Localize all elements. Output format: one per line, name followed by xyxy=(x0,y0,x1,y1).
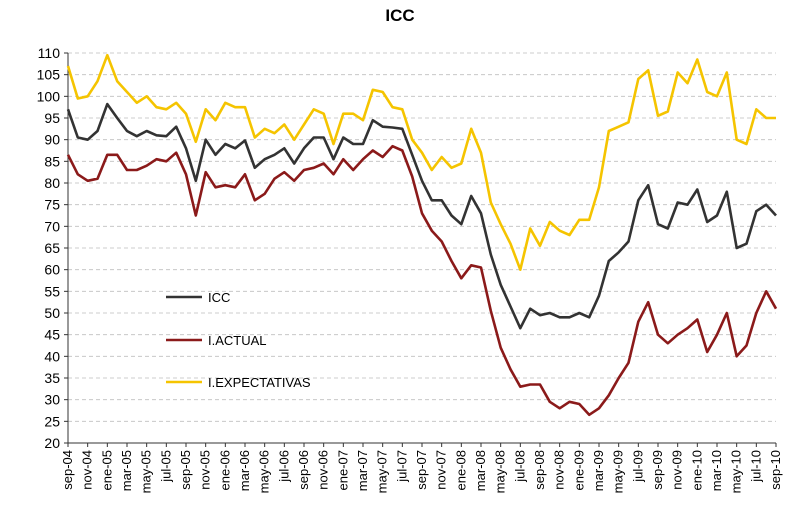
y-tick-label: 25 xyxy=(44,413,60,429)
x-tick-label: sep-04 xyxy=(60,450,75,490)
x-tick-label: may-10 xyxy=(729,450,744,493)
x-tick-label: sep-08 xyxy=(532,450,547,490)
x-tick-label: mar-10 xyxy=(709,450,724,491)
x-tick-label: sep-07 xyxy=(414,450,429,490)
x-tick-label: jul-07 xyxy=(394,450,409,483)
x-tick-label: sep-05 xyxy=(178,450,193,490)
y-tick-label: 75 xyxy=(44,197,60,213)
x-tick-label: may-07 xyxy=(375,450,390,493)
x-tick-label: mar-05 xyxy=(119,450,134,491)
x-tick-label: ene-10 xyxy=(689,450,704,490)
y-tick-label: 65 xyxy=(44,240,60,256)
chart: ICC 20 25 30 35 40 45 50 55 60 65 70 75 80 85 90 95 100 1… xyxy=(0,0,800,512)
y-tick-label: 80 xyxy=(44,175,60,191)
x-tick-label: mar-07 xyxy=(355,450,370,491)
x-tick-label: nov-07 xyxy=(434,450,449,490)
y-tick-label: 95 xyxy=(44,110,60,126)
y-tick-label: 100 xyxy=(37,88,61,104)
x-tick-label: jul-06 xyxy=(276,450,291,483)
x-tick-label: ene-08 xyxy=(453,450,468,490)
x-tick-label: sep-06 xyxy=(296,450,311,490)
x-tick-label: jul-09 xyxy=(630,450,645,483)
y-tick-label: 45 xyxy=(44,327,60,343)
x-tick-label: nov-06 xyxy=(316,450,331,490)
y-tick-label: 60 xyxy=(44,262,60,278)
legend-label-2: I.ACTUAL xyxy=(208,333,267,348)
y-tick-label: 70 xyxy=(44,218,60,234)
x-tick-label: nov-05 xyxy=(198,450,213,490)
x-tick-label: ene-09 xyxy=(571,450,586,490)
x-tick-label: may-06 xyxy=(257,450,272,493)
x-tick-label: ene-05 xyxy=(99,450,114,490)
x-tick-label: may-09 xyxy=(611,450,626,493)
x-tick-label: jul-10 xyxy=(748,450,763,483)
x-tick-label: mar-09 xyxy=(591,450,606,491)
y-tick-label: 85 xyxy=(44,153,60,169)
y-tick-label: 90 xyxy=(44,132,60,148)
y-tick-label: 20 xyxy=(44,435,60,451)
x-tick-label: ene-06 xyxy=(217,450,232,490)
x-tick-label: nov-09 xyxy=(670,450,685,490)
x-tick-label: nov-04 xyxy=(80,450,95,490)
y-tick-label: 30 xyxy=(44,392,60,408)
x-tick-label: jul-08 xyxy=(512,450,527,483)
x-tick-label: mar-08 xyxy=(473,450,488,491)
y-tick-label: 110 xyxy=(38,45,61,61)
chart-plot: 20 25 30 35 40 45 50 55 60 65 70 75 80 85 90 95 100 105 11… xyxy=(0,0,800,512)
x-tick-label: sep-10 xyxy=(768,450,783,490)
y-tick-label: 40 xyxy=(44,348,60,364)
x-tick-label: sep-09 xyxy=(650,450,665,490)
y-tick-label: 105 xyxy=(37,67,61,83)
legend-label-3: I.EXPECTATIVAS xyxy=(208,375,311,390)
x-tick-label: nov-08 xyxy=(552,450,567,490)
series-line-i-actual xyxy=(68,146,776,415)
x-tick-label: may-08 xyxy=(493,450,508,493)
y-tick-label: 50 xyxy=(44,305,60,321)
series-line-icc xyxy=(68,104,776,328)
y-tick-label: 35 xyxy=(44,370,60,386)
x-tick-label: mar-06 xyxy=(237,450,252,491)
legend-label-1: ICC xyxy=(208,290,230,305)
x-tick-label: jul-05 xyxy=(158,450,173,483)
x-tick-label: may-05 xyxy=(139,450,154,493)
series-line-i-expectativas xyxy=(68,55,776,270)
x-tick-label: ene-07 xyxy=(335,450,350,490)
y-tick-label: 55 xyxy=(44,283,60,299)
